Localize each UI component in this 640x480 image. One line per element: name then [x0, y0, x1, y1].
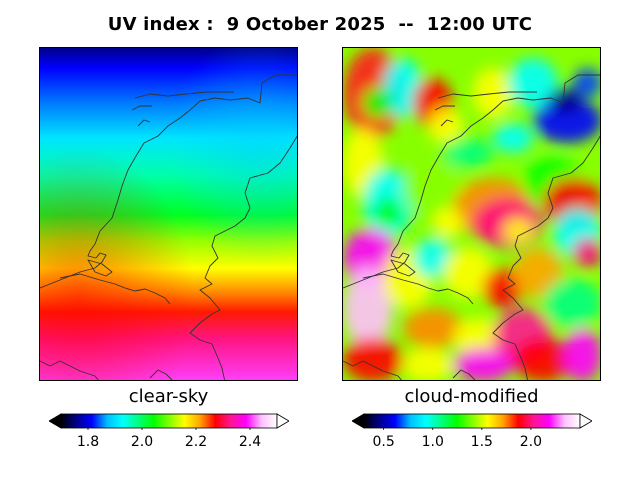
colorbar-tick-label: 2.0 — [130, 434, 154, 450]
uv-field-patch — [453, 318, 503, 358]
cloud-modified-map-svg — [343, 48, 600, 380]
uv-field-patch — [573, 238, 600, 268]
coastline-segment — [434, 105, 455, 111]
uv-field-patch — [508, 58, 558, 108]
colorbar-tick-label: 0.5 — [372, 434, 395, 450]
uv-field-patch — [513, 248, 563, 298]
clear-sky-map — [39, 47, 298, 381]
colorbar-min-arrow — [49, 413, 62, 429]
coastline-left — [40, 74, 297, 380]
coastline-segment — [343, 360, 402, 380]
colorbar-gradient — [363, 413, 581, 429]
uv-field-patch — [403, 348, 453, 380]
figure-title: UV index : 9 October 2025 -- 12:00 UTC — [107, 14, 533, 35]
coastline-segment — [134, 91, 234, 99]
uv-field-patch — [343, 268, 393, 348]
uv-field-patch — [513, 338, 573, 380]
colorbar-ticks — [383, 428, 532, 430]
coastline-segment — [440, 119, 454, 127]
uv-field-patch — [373, 198, 403, 228]
colorbar-max-arrow — [276, 413, 289, 429]
cloud-modified-colorbar — [352, 413, 592, 430]
coastline-segment — [40, 74, 297, 289]
cloud-modified-label: cloud-modified — [404, 386, 539, 407]
coastline-segment — [437, 91, 537, 99]
coastline-segment — [189, 135, 297, 380]
coastline-segment — [452, 369, 476, 380]
coastline-segment — [492, 135, 600, 380]
uv-field-patch — [343, 338, 403, 380]
uv-field-patch — [413, 238, 453, 278]
coastline-segment — [40, 360, 99, 380]
uv-field-patch — [403, 308, 463, 348]
uv-field-patch — [443, 248, 493, 298]
cloud-modified-map — [342, 47, 601, 381]
uv-field-patch — [503, 218, 533, 243]
cloud-modified-map-panel — [342, 47, 601, 381]
colorbar-max-arrow — [579, 413, 592, 429]
colorbar-tick-label: 1.8 — [76, 434, 100, 450]
coastline-segment — [390, 259, 416, 277]
colorbar-tick-label: 1.5 — [470, 434, 493, 450]
colorbar-tick-label: 1.0 — [421, 434, 444, 450]
uv-field-patch — [543, 278, 600, 328]
colorbar-ticks — [87, 428, 251, 430]
colorbar-tick-label: 2.0 — [519, 434, 543, 450]
uv-field-patch — [493, 123, 533, 153]
clear-sky-label: clear-sky — [128, 386, 209, 407]
uv-field-patch — [573, 68, 600, 98]
uv-field-patch — [443, 138, 493, 168]
clear-sky-map-panel — [39, 47, 298, 381]
coastline-right — [343, 74, 600, 380]
colorbar-gradient — [60, 413, 278, 429]
coastline-segment — [362, 273, 474, 305]
coastline-segment — [87, 259, 113, 277]
cloud-modified-blobs — [343, 48, 600, 380]
uv-field-patch — [453, 348, 513, 380]
uv-field-patch — [548, 88, 583, 113]
uv-field-patch — [433, 208, 463, 238]
colorbar-min-arrow — [352, 413, 365, 429]
coastline-segment — [137, 119, 151, 127]
clear-sky-field-ne-tint — [40, 48, 297, 380]
uv-field-patch — [473, 68, 513, 118]
uv-field-patch — [563, 328, 600, 380]
clear-sky-map-svg — [40, 48, 297, 380]
uv-field-patch — [428, 108, 463, 143]
colorbar-tick-label: 2.4 — [238, 434, 262, 450]
coastline-segment — [343, 74, 600, 289]
coastline-segment — [131, 105, 152, 111]
colorbar-tick-label: 2.2 — [184, 434, 208, 450]
uv-field-patch — [533, 98, 600, 143]
clear-sky-colorbar — [49, 413, 289, 430]
uv-field-patch — [403, 158, 463, 218]
uv-field-patch — [363, 88, 393, 118]
coastline-segment — [59, 273, 171, 305]
coastline-segment — [149, 369, 173, 380]
